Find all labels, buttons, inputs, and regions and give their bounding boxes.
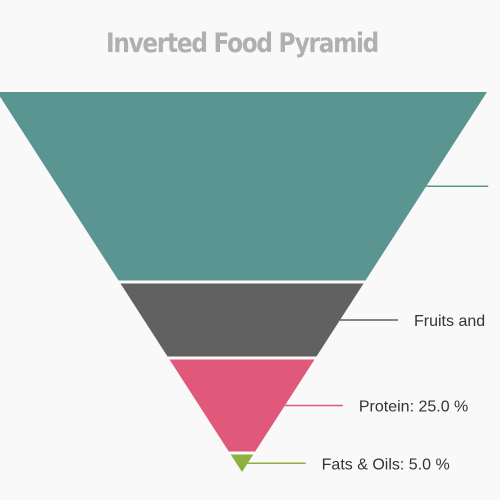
pyramid-segment-2 (120, 283, 364, 357)
pyramid-segment-3 (169, 359, 315, 452)
segment-label-2: Fruits and (414, 313, 485, 330)
segment-label-4: Fats & Oils: 5.0 % (322, 456, 450, 473)
chart-title: Inverted Food Pyramid (105, 28, 379, 59)
pyramid-segment-4 (230, 454, 254, 472)
pyramid-segment-1 (0, 92, 487, 281)
segment-label-3: Protein: 25.0 % (359, 399, 468, 416)
